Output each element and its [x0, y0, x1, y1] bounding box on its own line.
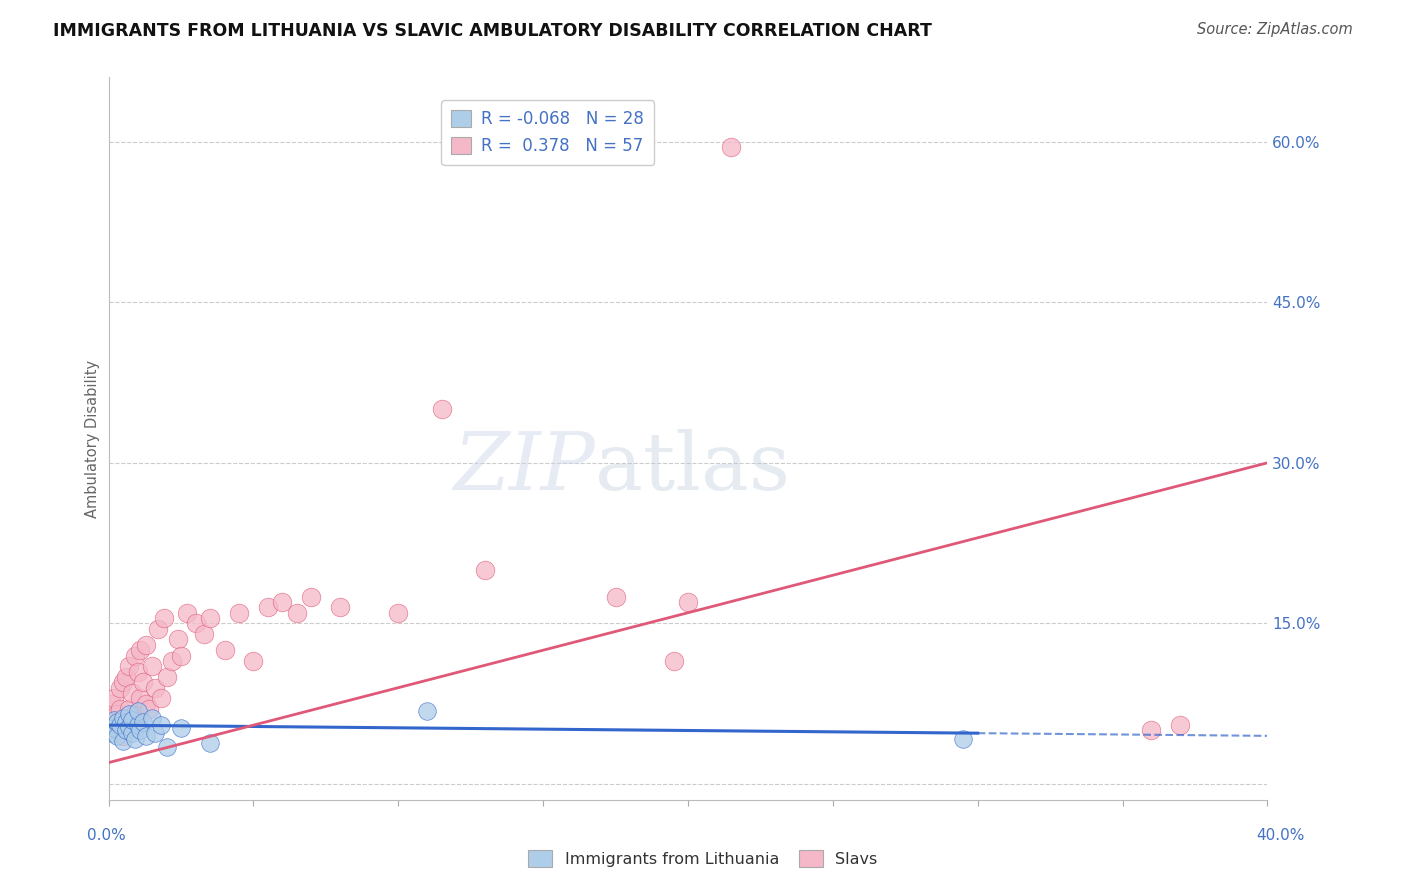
Point: [720, 140, 742, 154]
Point: [271, 595, 294, 609]
Point: [127, 714, 149, 729]
Point: [176, 606, 198, 620]
Point: [105, 714, 128, 729]
Point: [299, 590, 322, 604]
Point: [115, 723, 138, 738]
Text: ZIP: ZIP: [454, 429, 595, 507]
Text: 40.0%: 40.0%: [1257, 829, 1305, 843]
Point: [121, 718, 143, 732]
Point: [100, 713, 122, 727]
Point: [143, 681, 166, 695]
Point: [198, 736, 221, 750]
Point: [112, 729, 135, 743]
Point: [129, 691, 152, 706]
Point: [1140, 723, 1163, 738]
Point: [155, 739, 177, 754]
Point: [135, 638, 157, 652]
Point: [1170, 718, 1192, 732]
Point: [214, 643, 236, 657]
Point: [430, 402, 453, 417]
Point: [129, 643, 152, 657]
Text: IMMIGRANTS FROM LITHUANIA VS SLAVIC AMBULATORY DISABILITY CORRELATION CHART: IMMIGRANTS FROM LITHUANIA VS SLAVIC AMBU…: [53, 22, 932, 40]
Point: [127, 704, 149, 718]
Point: [170, 648, 193, 663]
Text: Source: ZipAtlas.com: Source: ZipAtlas.com: [1197, 22, 1353, 37]
Point: [170, 722, 193, 736]
Point: [162, 654, 184, 668]
Point: [103, 718, 125, 732]
Point: [474, 563, 496, 577]
Point: [115, 670, 138, 684]
Point: [103, 691, 125, 706]
Point: [127, 718, 149, 732]
Point: [103, 713, 125, 727]
Point: [132, 675, 155, 690]
Point: [118, 720, 141, 734]
Point: [149, 718, 172, 732]
Point: [124, 707, 146, 722]
Point: [149, 691, 172, 706]
Point: [121, 686, 143, 700]
Point: [129, 723, 152, 738]
Point: [112, 718, 135, 732]
Legend: Immigrants from Lithuania, Slavs: Immigrants from Lithuania, Slavs: [522, 844, 884, 873]
Point: [138, 702, 160, 716]
Point: [118, 707, 141, 722]
Point: [228, 606, 250, 620]
Y-axis label: Ambulatory Disability: Ambulatory Disability: [86, 359, 100, 518]
Point: [416, 704, 439, 718]
Point: [135, 697, 157, 711]
Point: [605, 590, 627, 604]
Point: [198, 611, 221, 625]
Point: [118, 702, 141, 716]
Point: [110, 681, 132, 695]
Point: [105, 723, 128, 738]
Point: [141, 659, 163, 673]
Point: [952, 732, 974, 747]
Point: [285, 606, 308, 620]
Point: [662, 654, 685, 668]
Point: [193, 627, 215, 641]
Point: [110, 702, 132, 716]
Point: [105, 707, 128, 722]
Point: [100, 725, 122, 739]
Point: [132, 714, 155, 729]
Point: [146, 622, 169, 636]
Text: atlas: atlas: [595, 429, 790, 507]
Point: [112, 675, 135, 690]
Point: [105, 729, 128, 743]
Point: [152, 611, 174, 625]
Point: [103, 722, 125, 736]
Point: [121, 725, 143, 739]
Legend: R = -0.068   N = 28, R =  0.378   N = 57: R = -0.068 N = 28, R = 0.378 N = 57: [441, 100, 654, 165]
Point: [135, 729, 157, 743]
Point: [127, 665, 149, 679]
Point: [257, 600, 280, 615]
Point: [110, 718, 132, 732]
Point: [121, 713, 143, 727]
Point: [143, 725, 166, 739]
Point: [184, 616, 207, 631]
Point: [387, 606, 409, 620]
Point: [112, 711, 135, 725]
Point: [329, 600, 352, 615]
Point: [155, 670, 177, 684]
Point: [242, 654, 264, 668]
Point: [115, 713, 138, 727]
Point: [124, 732, 146, 747]
Point: [676, 595, 699, 609]
Text: 0.0%: 0.0%: [87, 829, 127, 843]
Point: [141, 711, 163, 725]
Point: [118, 659, 141, 673]
Point: [112, 734, 135, 748]
Point: [167, 632, 190, 647]
Point: [100, 697, 122, 711]
Point: [115, 714, 138, 729]
Point: [124, 648, 146, 663]
